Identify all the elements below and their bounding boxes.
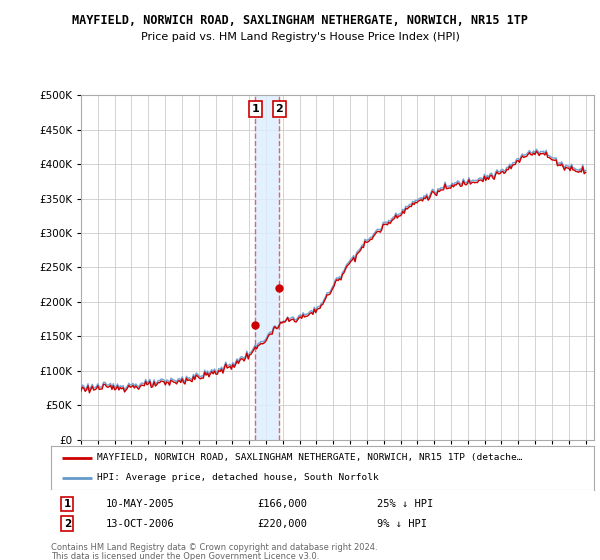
Text: 13-OCT-2006: 13-OCT-2006 [106, 519, 174, 529]
Text: 1: 1 [251, 104, 259, 114]
Text: 1: 1 [64, 499, 71, 509]
Text: 10-MAY-2005: 10-MAY-2005 [106, 499, 174, 509]
Text: MAYFIELD, NORWICH ROAD, SAXLINGHAM NETHERGATE, NORWICH, NR15 1TP: MAYFIELD, NORWICH ROAD, SAXLINGHAM NETHE… [72, 14, 528, 27]
Text: Contains HM Land Registry data © Crown copyright and database right 2024.: Contains HM Land Registry data © Crown c… [51, 543, 377, 552]
Text: 9% ↓ HPI: 9% ↓ HPI [377, 519, 427, 529]
Bar [255, 95, 280, 440]
Text: £166,000: £166,000 [257, 499, 307, 509]
Text: HPI: Average price, detached house, South Norfolk: HPI: Average price, detached house, Sout… [97, 473, 379, 482]
Text: Price paid vs. HM Land Registry's House Price Index (HPI): Price paid vs. HM Land Registry's House … [140, 32, 460, 43]
Text: £220,000: £220,000 [257, 519, 307, 529]
Text: 25% ↓ HPI: 25% ↓ HPI [377, 499, 433, 509]
Text: MAYFIELD, NORWICH ROAD, SAXLINGHAM NETHERGATE, NORWICH, NR15 1TP (detache…: MAYFIELD, NORWICH ROAD, SAXLINGHAM NETHE… [97, 453, 523, 462]
Text: This data is licensed under the Open Government Licence v3.0.: This data is licensed under the Open Gov… [51, 552, 319, 560]
Text: 2: 2 [275, 104, 283, 114]
Text: 2: 2 [64, 519, 71, 529]
